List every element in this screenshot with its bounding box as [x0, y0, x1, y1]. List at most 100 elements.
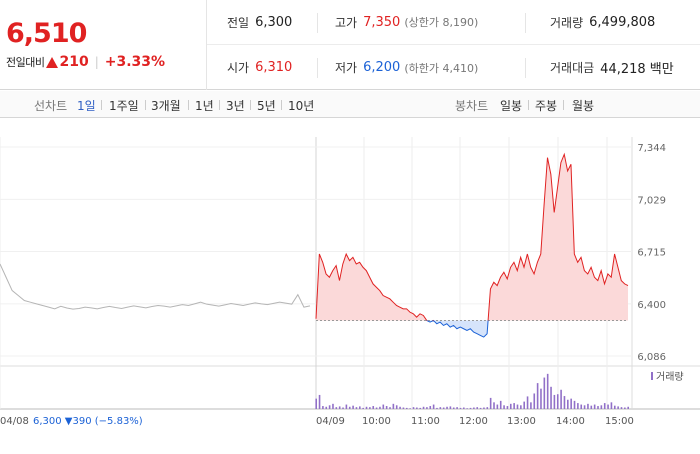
tab-daily[interactable]: 일봉 [500, 99, 523, 113]
volume-bar [509, 403, 512, 409]
volume-bar [402, 407, 405, 409]
volume-bar [610, 402, 613, 409]
divider [145, 100, 146, 110]
prev-close-cell: 전일 6,300 [227, 14, 292, 31]
volume-bar [463, 407, 465, 409]
tab-weekly[interactable]: 주봉 [535, 99, 558, 113]
line-chart-label: 선차트 [34, 99, 68, 113]
tab-1y[interactable]: 1년 [195, 99, 214, 113]
volume-bar [365, 406, 368, 409]
volume-bar [607, 404, 609, 409]
volume-bar [546, 373, 549, 409]
today-area-down [316, 320, 628, 338]
volume-bar [452, 407, 455, 409]
volume-bar [325, 406, 328, 409]
amount-value: 44,218 백만 [600, 62, 674, 77]
tab-1d[interactable]: 1일 [77, 99, 96, 113]
volume-bar [543, 377, 546, 409]
volume-bar [479, 407, 482, 409]
volume-bar [533, 393, 536, 409]
volume-bar [405, 407, 408, 409]
price-box: 6,510 전일대비 210 | +3.33% [0, 0, 207, 90]
tab-3m[interactable]: 3개월 [151, 99, 181, 113]
volume-bar [627, 406, 629, 409]
volume-bar [318, 394, 321, 409]
volume-bar [416, 407, 418, 409]
tab-monthly[interactable]: 월봉 [572, 99, 595, 113]
volume-bar [449, 406, 452, 409]
diff-row: 전일대비 210 | +3.33% [6, 54, 165, 70]
volume-bar [442, 407, 445, 409]
volume-bar [345, 404, 348, 409]
volume-bar [563, 396, 566, 409]
volume-bar [426, 407, 428, 409]
volume-bar [550, 386, 552, 409]
volume-label: 거래량 [550, 15, 584, 30]
volume-bar [473, 407, 475, 409]
divider [188, 100, 189, 110]
volume-bar [359, 406, 361, 409]
info-row-1: 전일 6,300 고가 7,350 (상한가 8,190) 거래량 6,499,… [207, 0, 700, 45]
volume-bar [486, 407, 489, 409]
high-value: 7,350 [363, 14, 401, 30]
diff-rate: +3.33% [104, 54, 166, 70]
x-tick-label: 13:00 [507, 416, 536, 427]
volume-bar [483, 407, 485, 409]
volume-bar [412, 407, 415, 409]
current-price: 6,510 [6, 18, 87, 49]
volume-bar [332, 403, 334, 409]
volume-bar [523, 401, 525, 409]
tab-10y[interactable]: 10년 [288, 99, 315, 113]
volume-bar [389, 407, 391, 409]
x-tick-label: 14:00 [556, 416, 585, 427]
chart-period-tabs: 선차트 1일 1주일 3개월 1년 3년 5년 10년 봉차트 일봉 주봉 월봉 [0, 91, 700, 118]
volume-bar [536, 383, 539, 409]
volume-bar [493, 402, 495, 409]
divider [317, 13, 318, 33]
volume-bar [620, 407, 623, 409]
volume-bar [590, 405, 593, 409]
open-value: 6,310 [255, 60, 293, 75]
volume-bar [375, 407, 378, 409]
volume-bar [617, 406, 619, 409]
volume-bar [342, 407, 344, 409]
volume-bar [432, 404, 435, 409]
divider [525, 58, 526, 78]
volume-bar [352, 405, 354, 409]
volume-bar [439, 407, 442, 409]
tab-3y[interactable]: 3년 [226, 99, 245, 113]
y-tick-label: 6,086 [637, 352, 666, 363]
volume-bar [372, 406, 375, 409]
tab-1w[interactable]: 1주일 [109, 99, 139, 113]
tab-5y[interactable]: 5년 [257, 99, 276, 113]
low-cell: 저가 6,200 (하한가 4,410) [335, 59, 478, 76]
diff-label: 전일대비 [6, 56, 45, 69]
divider [317, 58, 318, 78]
amount-cell: 거래대금 44,218 백만 [550, 58, 674, 77]
volume-bar [577, 403, 579, 409]
candle-chart-label: 봉차트 [455, 99, 489, 113]
divider [250, 100, 251, 110]
volume-bar [459, 407, 462, 409]
volume-bar [553, 394, 556, 409]
x-tick-label: 11:00 [411, 416, 440, 427]
volume-bar [520, 405, 522, 409]
volume-bar [395, 405, 398, 409]
volume-bar [379, 406, 381, 409]
y-tick-label: 6,400 [637, 300, 666, 311]
lower-limit: (하한가 4,410) [404, 61, 479, 75]
volume-bar [328, 405, 331, 409]
volume-bar [560, 389, 562, 409]
x-tick-label: 04/08 [0, 416, 29, 427]
y-tick-label: 7,029 [637, 195, 666, 206]
volume-bar [446, 406, 448, 409]
volume-bar [456, 407, 458, 409]
volume-bar [385, 406, 388, 409]
volume-cell: 거래량 6,499,808 [550, 14, 655, 31]
volume-legend-label: 거래량 [656, 371, 684, 383]
volume-bar [338, 406, 341, 409]
high-cell: 고가 7,350 (상한가 8,190) [335, 14, 478, 31]
volume-bar [436, 407, 438, 409]
divider [563, 100, 564, 110]
prev-close-value: 6,300 [255, 14, 293, 30]
